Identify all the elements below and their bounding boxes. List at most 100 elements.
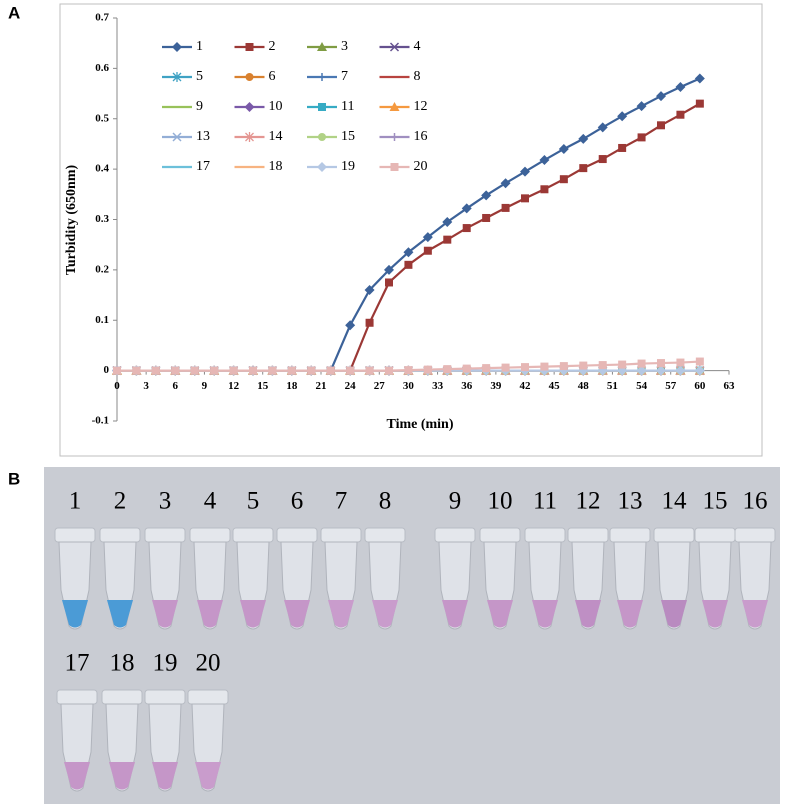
marker xyxy=(384,264,394,275)
tube-cap xyxy=(734,527,776,543)
tube-label: 7 xyxy=(335,488,348,515)
marker xyxy=(482,364,491,373)
tube-liquid xyxy=(442,600,468,628)
x-tick-label: 60 xyxy=(694,380,706,392)
marker xyxy=(346,366,355,375)
y-tick-label: 0.1 xyxy=(95,314,109,326)
legend-label: 18 xyxy=(269,159,283,174)
tube-liquid xyxy=(328,600,354,628)
marker xyxy=(656,91,666,102)
x-tick-label: 45 xyxy=(549,380,561,392)
tube-liquid xyxy=(617,600,643,628)
marker xyxy=(318,103,326,111)
marker xyxy=(694,73,705,84)
x-tick-label: 3 xyxy=(143,380,149,392)
tube-cap xyxy=(101,689,143,705)
legend-entry: 9 xyxy=(162,99,203,114)
x-tick-label: 27 xyxy=(374,380,386,392)
legend-label: 10 xyxy=(269,99,283,114)
legend-label: 17 xyxy=(196,159,210,174)
legend-label: 9 xyxy=(196,99,203,114)
marker xyxy=(462,224,471,233)
series xyxy=(113,357,704,375)
x-tick-label: 63 xyxy=(724,380,736,392)
y-tick-label: 0.3 xyxy=(95,213,109,225)
marker xyxy=(190,366,199,375)
tube-label: 14 xyxy=(662,488,688,515)
marker xyxy=(501,203,510,212)
x-tick-label: 57 xyxy=(665,380,677,392)
marker xyxy=(540,185,549,194)
panel-label: A xyxy=(8,3,20,22)
marker xyxy=(657,359,665,368)
marker xyxy=(637,133,646,142)
x-tick-label: 12 xyxy=(228,380,240,392)
marker xyxy=(656,365,666,376)
marker xyxy=(578,133,589,144)
legend-entry: 17 xyxy=(162,159,210,174)
marker xyxy=(676,358,685,367)
x-tick-label: 30 xyxy=(403,380,415,392)
marker xyxy=(598,155,607,164)
marker xyxy=(403,247,414,258)
tube-liquid xyxy=(64,762,90,790)
tube-cap xyxy=(479,527,521,543)
tube-liquid xyxy=(487,600,513,628)
marker xyxy=(579,361,588,370)
marker xyxy=(695,357,704,366)
marker xyxy=(307,366,316,375)
marker xyxy=(598,361,607,370)
legend-label: 5 xyxy=(196,69,203,84)
marker xyxy=(559,362,568,371)
tube-liquid xyxy=(575,600,601,628)
marker xyxy=(172,72,182,82)
plot: -0.100.10.20.30.40.50.60.70 3 6 9 12 15 18 21 24… xyxy=(92,12,735,427)
marker xyxy=(249,366,257,375)
y-tick-label: 0.2 xyxy=(95,263,109,275)
legend-entry: 12 xyxy=(379,99,428,114)
y-axis-title: Turbidity (650nm) xyxy=(64,164,79,275)
marker xyxy=(422,232,433,243)
tube-liquid xyxy=(152,600,178,628)
marker xyxy=(287,366,296,375)
tube-cap xyxy=(187,689,229,705)
legend-entry: 18 xyxy=(234,159,283,174)
marker xyxy=(113,366,121,375)
marker xyxy=(385,278,393,287)
x-tick-label: 33 xyxy=(432,380,444,392)
x-tick-label: 51 xyxy=(607,380,618,392)
legend-label: 4 xyxy=(414,39,421,54)
marker xyxy=(442,217,453,228)
marker xyxy=(617,111,628,122)
marker xyxy=(482,213,491,222)
x-tick-label: 15 xyxy=(257,380,269,392)
marker xyxy=(675,365,686,376)
marker xyxy=(210,366,219,375)
tube-cap xyxy=(653,527,695,543)
tube-label: 4 xyxy=(204,488,217,515)
legend-label: 19 xyxy=(341,159,355,174)
x-tick-label: 21 xyxy=(316,380,327,392)
legend-label: 14 xyxy=(269,129,283,144)
marker xyxy=(365,318,374,327)
marker xyxy=(172,42,182,52)
legend-label: 11 xyxy=(341,99,354,114)
legend-label: 8 xyxy=(414,69,421,84)
marker xyxy=(172,132,182,142)
tube-liquid xyxy=(152,762,178,790)
tube-cap xyxy=(364,527,406,543)
marker xyxy=(268,366,277,375)
legend-entry: 4 xyxy=(379,39,421,54)
tube-liquid xyxy=(107,600,133,628)
marker xyxy=(695,99,704,108)
tube-liquid xyxy=(661,600,687,628)
marker xyxy=(675,82,686,93)
marker xyxy=(443,365,452,374)
legend-entry: 6 xyxy=(234,69,276,84)
tube-liquid xyxy=(240,600,266,628)
marker xyxy=(539,155,550,166)
x-tick-label: 18 xyxy=(286,380,298,392)
marker xyxy=(404,366,413,375)
legend-entry: 5 xyxy=(162,69,203,84)
